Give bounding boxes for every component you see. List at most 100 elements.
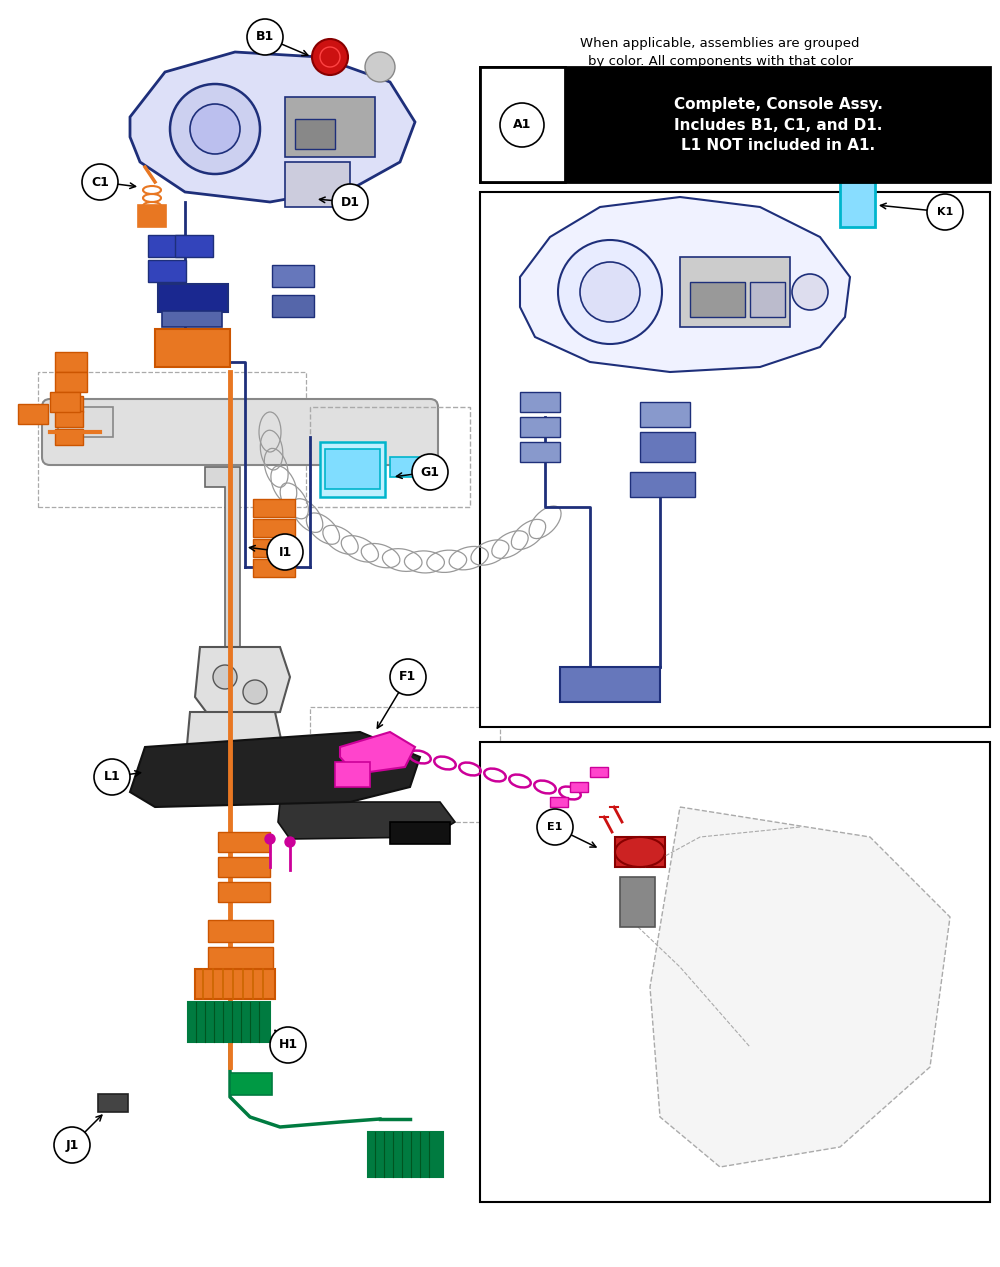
FancyBboxPatch shape	[148, 260, 186, 283]
Circle shape	[94, 759, 130, 794]
FancyBboxPatch shape	[690, 283, 745, 317]
FancyBboxPatch shape	[98, 1093, 128, 1112]
Text: D1: D1	[340, 195, 360, 209]
FancyBboxPatch shape	[218, 832, 270, 851]
FancyBboxPatch shape	[188, 1002, 270, 1041]
FancyBboxPatch shape	[285, 162, 350, 207]
FancyBboxPatch shape	[480, 742, 990, 1202]
FancyBboxPatch shape	[272, 265, 314, 288]
Circle shape	[558, 239, 662, 345]
Text: When applicable, assemblies are grouped
by color. All components with that color: When applicable, assemblies are grouped …	[580, 37, 860, 86]
Text: Complete, Console Assy.
Includes B1, C1, and D1.
L1 NOT included in A1.: Complete, Console Assy. Includes B1, C1,…	[674, 96, 882, 153]
FancyBboxPatch shape	[50, 392, 80, 412]
Circle shape	[390, 659, 426, 696]
FancyBboxPatch shape	[148, 234, 186, 257]
FancyBboxPatch shape	[208, 946, 273, 969]
Circle shape	[54, 1128, 90, 1163]
FancyBboxPatch shape	[368, 1131, 443, 1177]
Bar	[38, 372, 306, 507]
Circle shape	[580, 262, 640, 322]
Polygon shape	[650, 807, 950, 1167]
Circle shape	[267, 533, 303, 570]
FancyBboxPatch shape	[390, 457, 420, 476]
Text: L1: L1	[104, 770, 120, 783]
FancyBboxPatch shape	[175, 234, 213, 257]
FancyBboxPatch shape	[520, 417, 560, 437]
FancyBboxPatch shape	[570, 782, 588, 792]
FancyBboxPatch shape	[42, 399, 438, 465]
FancyBboxPatch shape	[630, 473, 695, 497]
FancyBboxPatch shape	[680, 257, 790, 327]
Polygon shape	[130, 52, 415, 201]
Polygon shape	[195, 647, 290, 717]
FancyBboxPatch shape	[253, 519, 295, 537]
FancyBboxPatch shape	[550, 797, 568, 807]
Circle shape	[247, 19, 283, 54]
FancyBboxPatch shape	[480, 67, 565, 182]
Polygon shape	[278, 802, 455, 839]
FancyBboxPatch shape	[565, 67, 990, 182]
FancyBboxPatch shape	[138, 205, 166, 227]
FancyBboxPatch shape	[18, 404, 48, 424]
Bar	[310, 407, 470, 507]
Text: B1: B1	[256, 30, 274, 43]
FancyBboxPatch shape	[560, 666, 660, 702]
FancyBboxPatch shape	[640, 432, 695, 462]
FancyBboxPatch shape	[335, 761, 370, 787]
Polygon shape	[340, 732, 415, 774]
Circle shape	[412, 454, 448, 490]
FancyBboxPatch shape	[480, 193, 990, 727]
Text: I1: I1	[278, 546, 292, 559]
Text: E1: E1	[547, 822, 563, 832]
FancyBboxPatch shape	[55, 352, 87, 372]
Circle shape	[270, 1028, 306, 1063]
FancyBboxPatch shape	[208, 920, 273, 941]
FancyBboxPatch shape	[218, 856, 270, 877]
FancyBboxPatch shape	[620, 877, 655, 927]
Circle shape	[332, 184, 368, 220]
FancyBboxPatch shape	[272, 295, 314, 317]
Circle shape	[243, 680, 267, 704]
FancyBboxPatch shape	[590, 767, 608, 777]
FancyBboxPatch shape	[55, 397, 83, 412]
FancyBboxPatch shape	[58, 407, 113, 437]
FancyBboxPatch shape	[390, 822, 450, 844]
FancyBboxPatch shape	[295, 119, 335, 150]
Polygon shape	[185, 712, 285, 779]
FancyBboxPatch shape	[55, 372, 87, 392]
FancyBboxPatch shape	[615, 837, 665, 867]
FancyBboxPatch shape	[162, 310, 222, 327]
FancyBboxPatch shape	[253, 559, 295, 576]
FancyBboxPatch shape	[320, 442, 385, 497]
FancyBboxPatch shape	[840, 182, 875, 227]
FancyBboxPatch shape	[218, 882, 270, 902]
Circle shape	[285, 837, 295, 848]
Circle shape	[213, 665, 237, 689]
FancyBboxPatch shape	[640, 402, 690, 427]
FancyBboxPatch shape	[285, 98, 375, 157]
Text: A1: A1	[513, 119, 531, 132]
Circle shape	[927, 194, 963, 231]
FancyBboxPatch shape	[195, 969, 275, 998]
FancyBboxPatch shape	[325, 449, 380, 489]
Circle shape	[170, 84, 260, 174]
FancyBboxPatch shape	[520, 392, 560, 412]
Circle shape	[82, 163, 118, 200]
Ellipse shape	[615, 837, 665, 867]
Polygon shape	[205, 468, 240, 658]
Polygon shape	[520, 196, 850, 372]
Circle shape	[537, 810, 573, 845]
FancyBboxPatch shape	[520, 442, 560, 462]
FancyBboxPatch shape	[155, 329, 230, 367]
Bar	[310, 707, 500, 822]
Text: K1: K1	[937, 207, 953, 217]
Text: J1: J1	[65, 1139, 79, 1152]
FancyBboxPatch shape	[55, 411, 83, 427]
FancyBboxPatch shape	[750, 283, 785, 317]
Text: C1: C1	[91, 176, 109, 189]
FancyBboxPatch shape	[253, 538, 295, 557]
Text: G1: G1	[420, 465, 440, 479]
Polygon shape	[130, 732, 420, 807]
Text: F1: F1	[399, 670, 417, 683]
Circle shape	[190, 104, 240, 155]
